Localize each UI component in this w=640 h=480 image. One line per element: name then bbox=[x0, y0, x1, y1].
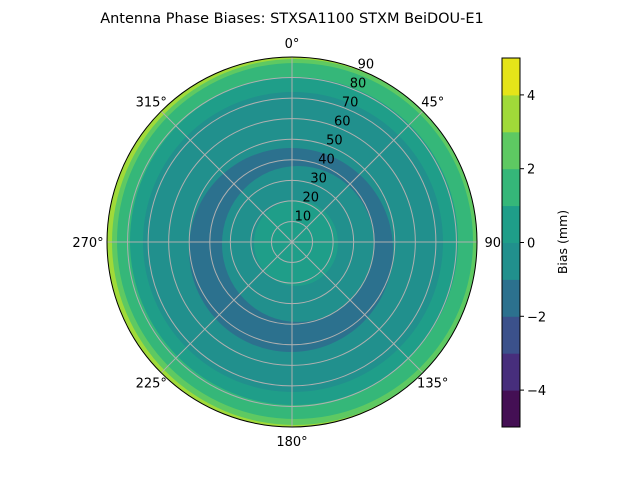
angle-tick-label: 315° bbox=[136, 95, 167, 110]
colorbar-band bbox=[502, 353, 520, 391]
colorbar-tick-label: 0 bbox=[527, 237, 535, 252]
angle-tick-label: 270° bbox=[72, 236, 103, 251]
colorbar-band bbox=[502, 205, 520, 243]
radial-tick-label: 10 bbox=[295, 210, 312, 225]
radial-tick-label: 40 bbox=[318, 153, 335, 168]
radial-tick-label: 90 bbox=[358, 58, 375, 73]
radial-tick-label: 70 bbox=[342, 96, 359, 111]
angle-tick-label: 0° bbox=[285, 37, 300, 52]
colorbar-band bbox=[502, 131, 520, 170]
angular-gridline bbox=[160, 241, 293, 374]
angular-gridline bbox=[291, 110, 424, 243]
colorbar-tick-label: −4 bbox=[527, 384, 546, 399]
angular-gridline bbox=[160, 110, 293, 243]
angle-tick-label: 180° bbox=[276, 435, 307, 450]
contour-band-neg2-neg1 bbox=[189, 148, 393, 352]
colorbar-label: Bias (mm) bbox=[555, 210, 570, 274]
colorbar-band bbox=[502, 279, 520, 317]
colorbar-tick-label: −2 bbox=[527, 310, 546, 325]
chart-title: Antenna Phase Biases: STXSA1100 STXM Bei… bbox=[100, 11, 484, 27]
grid bbox=[107, 57, 477, 427]
colorbar-band bbox=[502, 94, 520, 133]
contour-band-0-1-center bbox=[254, 200, 338, 286]
angular-gridline bbox=[291, 241, 424, 374]
colorbar-tick-label: 4 bbox=[527, 89, 535, 104]
colorbar-band bbox=[502, 168, 520, 207]
angle-tick-label: 225° bbox=[136, 377, 167, 392]
radial-tick-label: 50 bbox=[326, 134, 343, 149]
colorbar-band bbox=[502, 316, 520, 354]
polar-axes: 0°45°90°135°180°225°270°315°102030405060… bbox=[72, 37, 507, 450]
angle-tick-label: 45° bbox=[421, 95, 444, 110]
radial-tick-label: 60 bbox=[334, 115, 351, 130]
colorbar-band bbox=[502, 242, 520, 280]
radial-tick-label: 20 bbox=[303, 191, 320, 206]
radial-tick-label: 30 bbox=[310, 172, 327, 187]
colorbar-tick-label: 2 bbox=[527, 163, 535, 178]
radial-tick-label: 80 bbox=[350, 77, 367, 92]
polar-frame bbox=[106, 56, 478, 428]
angle-tick-label: 135° bbox=[417, 377, 448, 392]
colorbar-band bbox=[502, 390, 520, 428]
colorbar-band bbox=[502, 58, 520, 96]
colorbar: 4 2 0 −2 −4 bbox=[501, 57, 546, 428]
